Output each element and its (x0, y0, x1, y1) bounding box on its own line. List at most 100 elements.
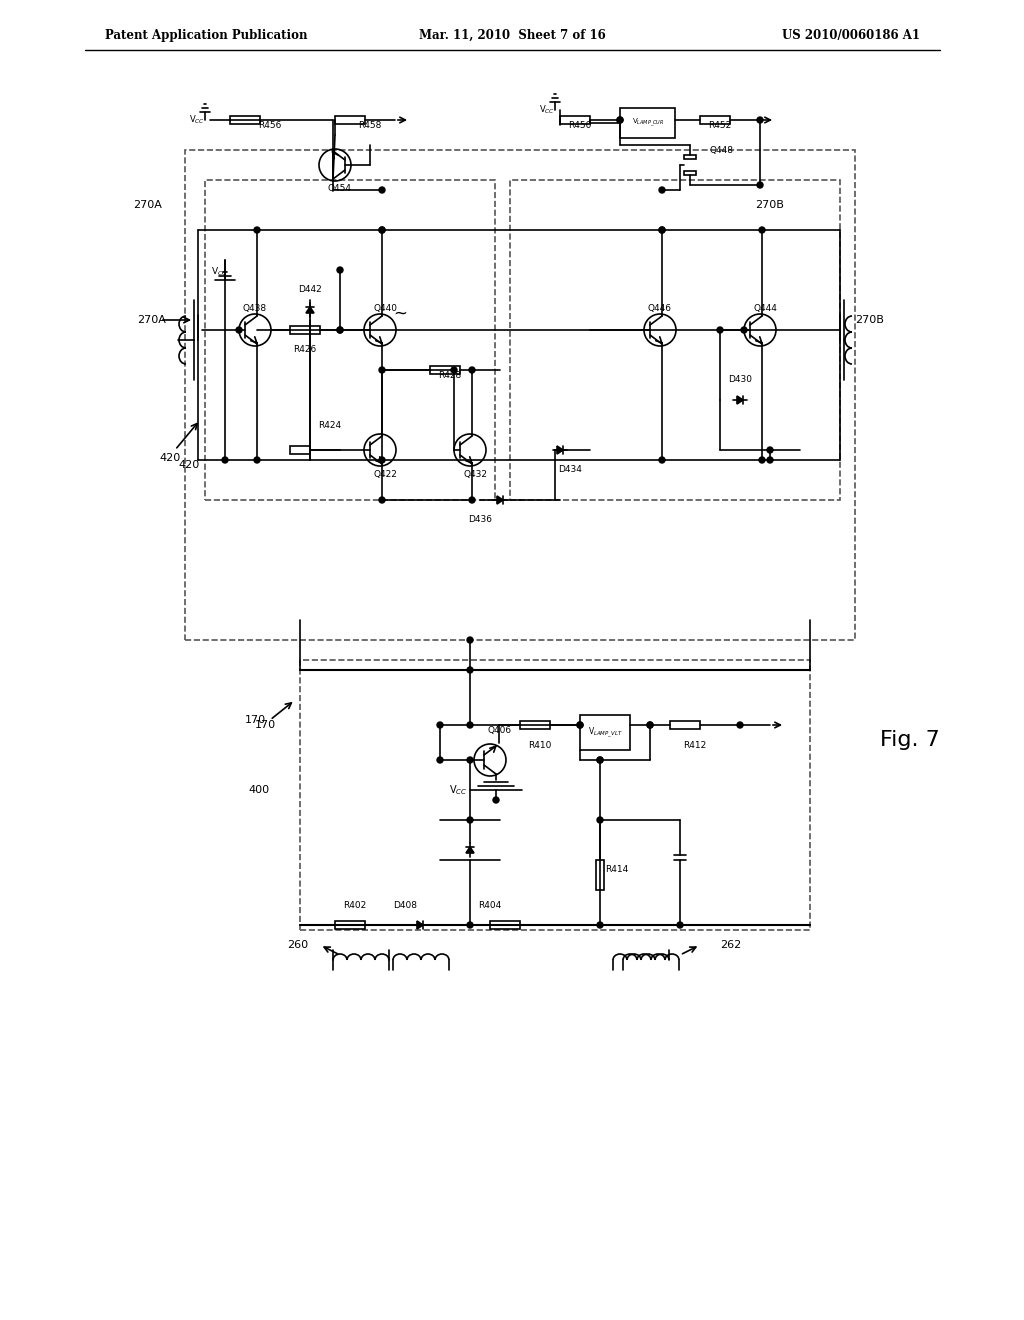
Text: Patent Application Publication: Patent Application Publication (105, 29, 307, 41)
Text: 400: 400 (248, 785, 269, 795)
Circle shape (379, 457, 385, 463)
Circle shape (437, 756, 443, 763)
Bar (490, 921, 520, 929)
Text: Q422: Q422 (373, 470, 397, 479)
Polygon shape (466, 847, 474, 853)
Circle shape (659, 457, 665, 463)
Text: Mar. 11, 2010  Sheet 7 of 16: Mar. 11, 2010 Sheet 7 of 16 (419, 29, 605, 41)
Polygon shape (557, 446, 563, 454)
Text: 260: 260 (287, 940, 308, 950)
Text: 420: 420 (160, 453, 180, 463)
Circle shape (236, 327, 242, 333)
Bar (580, 715, 630, 750)
Bar (335, 116, 365, 124)
Text: R414: R414 (605, 866, 629, 874)
Circle shape (757, 182, 763, 187)
Circle shape (741, 327, 746, 333)
Text: Q448: Q448 (710, 145, 734, 154)
Circle shape (379, 227, 385, 234)
Circle shape (451, 367, 457, 374)
Text: V$_{LAMP\_CUR}$: V$_{LAMP\_CUR}$ (632, 117, 665, 129)
Circle shape (337, 327, 343, 333)
Text: R402: R402 (343, 900, 367, 909)
Text: 262: 262 (720, 940, 741, 950)
Text: Q440: Q440 (373, 304, 397, 313)
Polygon shape (737, 396, 743, 404)
Circle shape (493, 797, 499, 803)
Text: R412: R412 (683, 741, 707, 750)
Circle shape (467, 722, 473, 729)
Circle shape (659, 187, 665, 193)
Circle shape (467, 638, 473, 643)
Bar (670, 721, 700, 729)
Text: R458: R458 (358, 120, 382, 129)
Polygon shape (417, 921, 423, 929)
Text: 270A: 270A (133, 201, 163, 210)
Circle shape (677, 921, 683, 928)
Text: R424: R424 (318, 421, 342, 429)
Text: D442: D442 (298, 285, 322, 294)
Circle shape (617, 117, 623, 123)
Text: 170: 170 (245, 715, 266, 725)
Text: 420: 420 (178, 459, 200, 470)
Circle shape (437, 722, 443, 729)
Text: V$_{CC}$: V$_{CC}$ (189, 114, 205, 127)
Circle shape (337, 327, 343, 333)
Text: V$_{CC}$: V$_{CC}$ (212, 265, 228, 279)
Circle shape (337, 267, 343, 273)
Circle shape (767, 457, 773, 463)
Circle shape (647, 722, 653, 729)
Circle shape (659, 227, 665, 234)
Circle shape (467, 921, 473, 928)
Text: Q406: Q406 (488, 726, 512, 734)
Circle shape (222, 457, 228, 463)
Text: D436: D436 (468, 516, 492, 524)
Polygon shape (497, 496, 503, 504)
Text: ~: ~ (393, 305, 407, 323)
Text: Q454: Q454 (328, 185, 352, 194)
Text: 270B: 270B (756, 201, 784, 210)
Text: US 2010/0060186 A1: US 2010/0060186 A1 (782, 29, 920, 41)
Bar (700, 116, 730, 124)
Bar (560, 116, 590, 124)
Bar (596, 861, 604, 890)
Bar (230, 116, 260, 124)
Text: 170: 170 (254, 719, 275, 730)
Circle shape (597, 756, 603, 763)
Text: R426: R426 (293, 346, 316, 355)
Text: Q444: Q444 (753, 304, 777, 313)
Circle shape (757, 117, 763, 123)
Circle shape (759, 457, 765, 463)
Text: R428: R428 (438, 371, 462, 380)
Polygon shape (306, 308, 314, 313)
Text: 270A: 270A (137, 315, 167, 325)
Circle shape (759, 227, 765, 234)
Circle shape (379, 187, 385, 193)
Text: D430: D430 (728, 375, 752, 384)
Circle shape (767, 447, 773, 453)
Text: R456: R456 (258, 120, 282, 129)
Text: D408: D408 (393, 900, 417, 909)
Circle shape (737, 722, 743, 729)
Circle shape (597, 756, 603, 763)
Bar (290, 326, 319, 334)
Text: D434: D434 (558, 466, 582, 474)
Text: 270B: 270B (856, 315, 885, 325)
Text: Q432: Q432 (463, 470, 487, 479)
Text: V$_{CC}$: V$_{CC}$ (449, 783, 467, 797)
Circle shape (254, 227, 260, 234)
Bar (620, 108, 675, 139)
Text: Q446: Q446 (648, 304, 672, 313)
Bar (684, 154, 696, 158)
Bar (335, 921, 365, 929)
Text: R404: R404 (478, 900, 502, 909)
Bar (430, 366, 460, 374)
Circle shape (467, 756, 473, 763)
Circle shape (597, 817, 603, 822)
Circle shape (577, 722, 583, 729)
Bar (520, 721, 550, 729)
Circle shape (717, 327, 723, 333)
Circle shape (379, 227, 385, 234)
Text: R410: R410 (528, 741, 552, 750)
Circle shape (379, 498, 385, 503)
